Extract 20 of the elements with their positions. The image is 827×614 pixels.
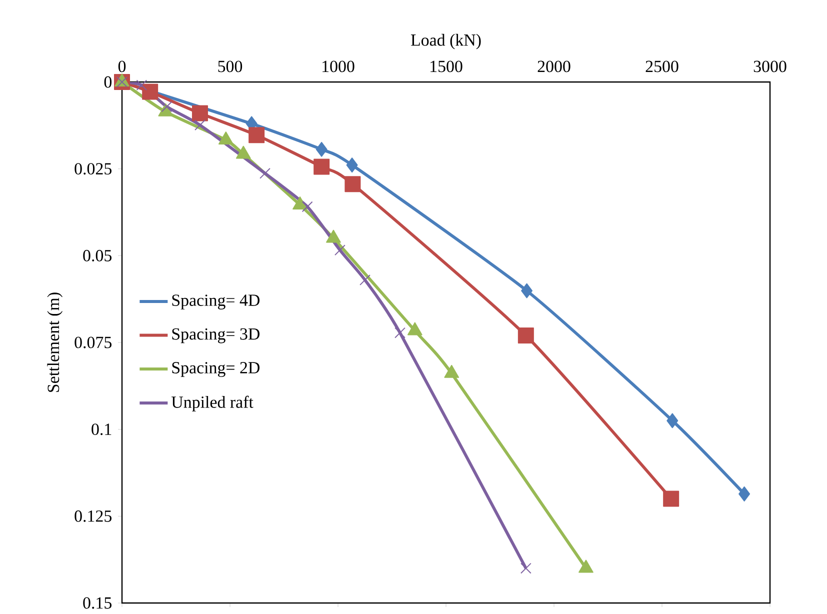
y-tick-label: 0.075: [74, 336, 112, 348]
x-tick-label: 0: [118, 60, 126, 72]
x-tick-label: 2500: [646, 60, 678, 72]
y-tick-label: 0.1: [92, 424, 112, 436]
x-tick-label: 500: [218, 60, 242, 72]
x-tick-label: 2000: [538, 60, 570, 72]
y-tick-label: 0.025: [74, 163, 112, 175]
y-tick-label: 0.125: [74, 510, 112, 522]
x-axis-title: Load (kN): [410, 34, 481, 50]
y-axis-title: Settlement (m): [47, 292, 63, 392]
legend-label: Spacing= 4D: [172, 294, 260, 310]
x-tick-label: 3000: [754, 60, 786, 72]
legend-label: Unpiled raft: [172, 396, 254, 412]
x-tick-label: 1000: [322, 60, 354, 72]
y-tick-label: 0.05: [83, 250, 112, 262]
legend-label: Spacing= 2D: [172, 362, 260, 377]
y-tick-label: 0: [104, 76, 112, 88]
legend-label: Spacing= 3D: [172, 328, 260, 344]
x-tick-label: 1500: [430, 60, 462, 72]
y-tick-label: 0.15: [83, 597, 112, 609]
